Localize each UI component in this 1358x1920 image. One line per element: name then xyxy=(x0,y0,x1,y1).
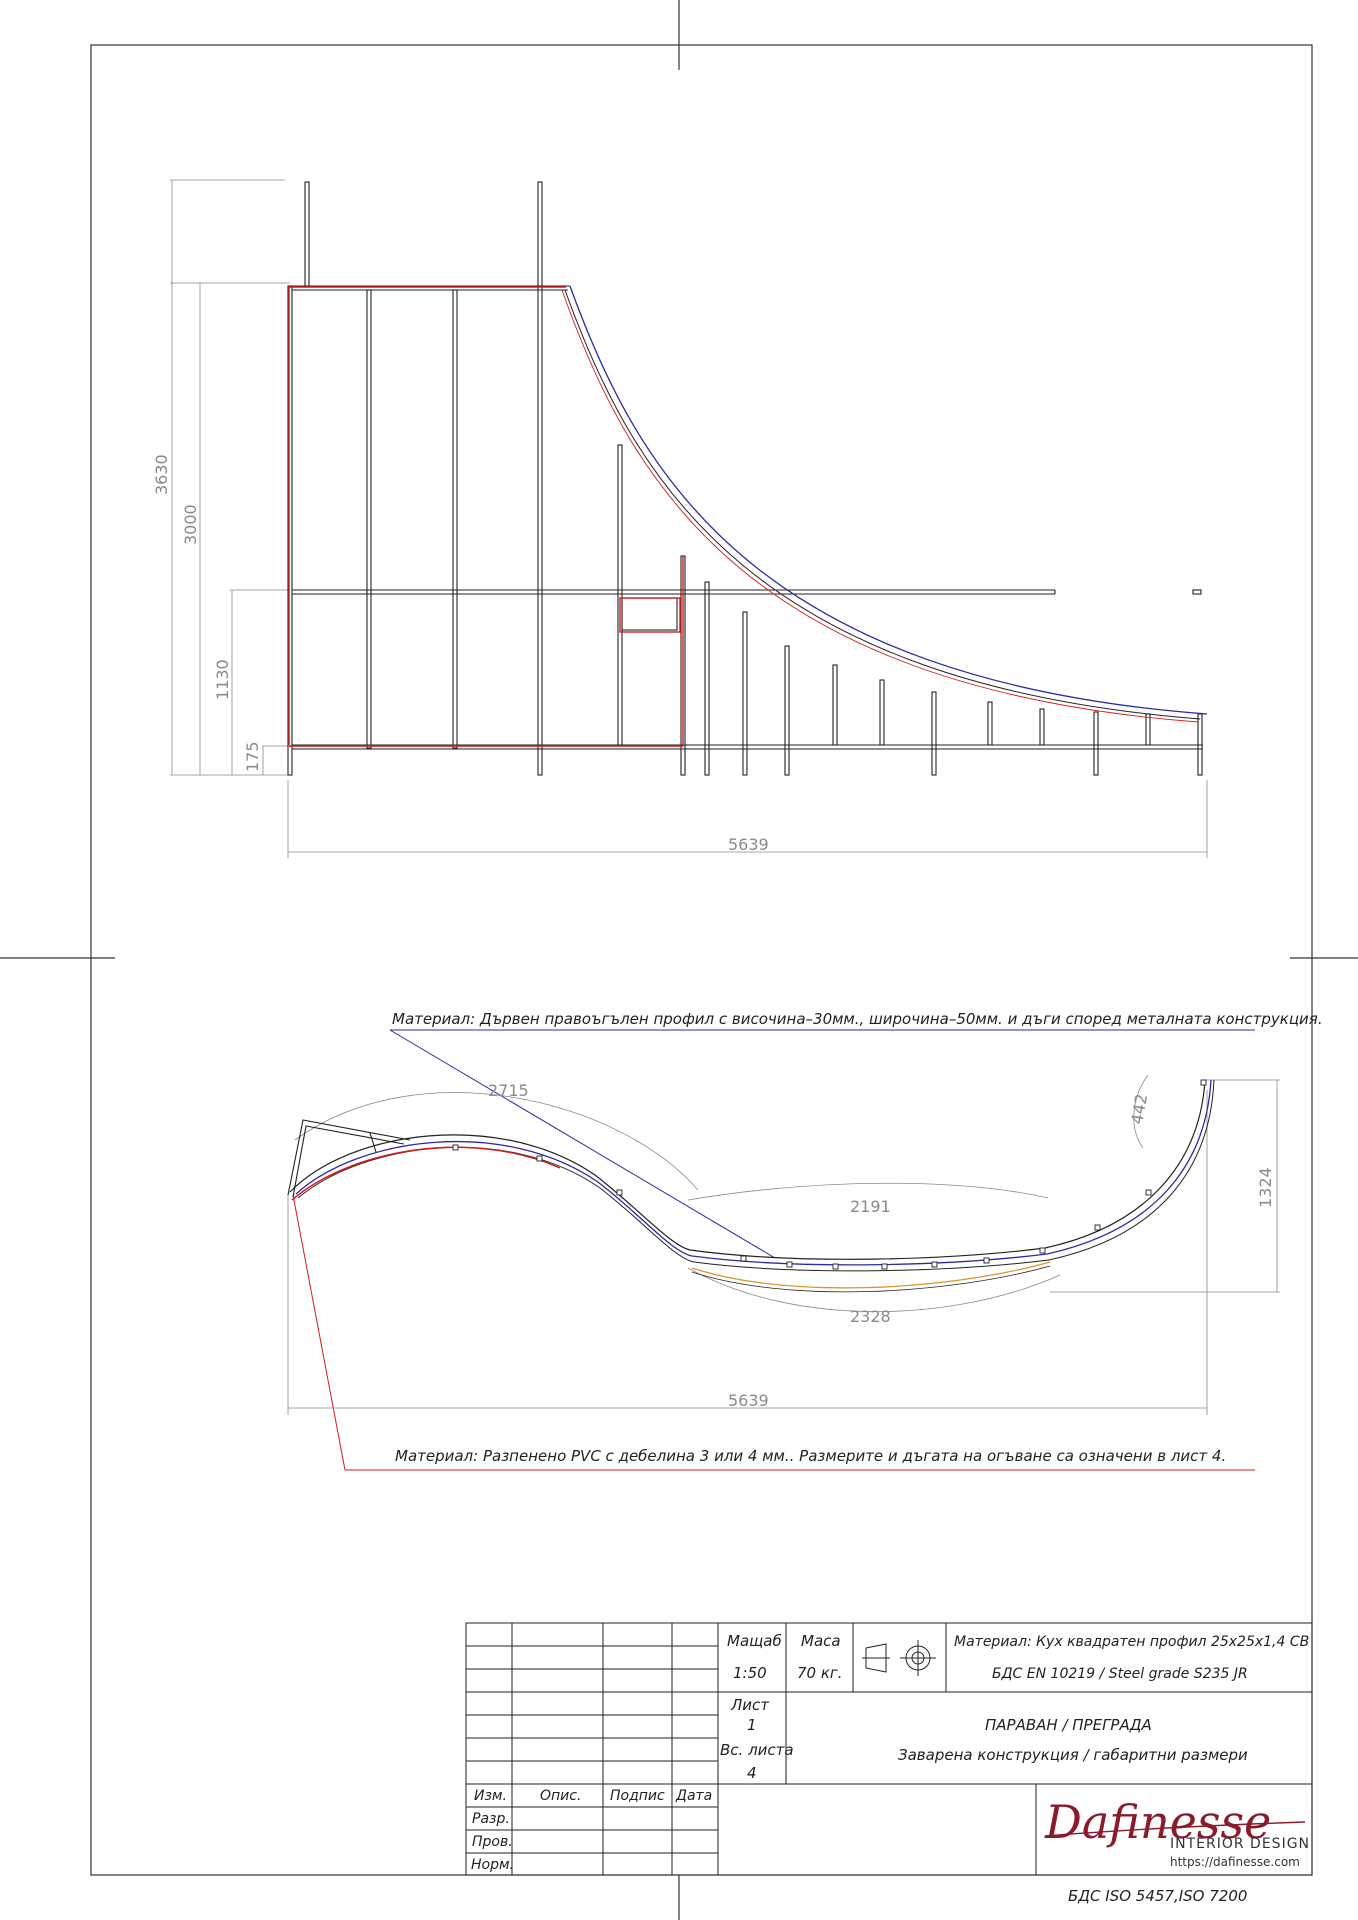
plan-connectors xyxy=(452,1079,1207,1270)
plan-view: 2715 2191 2328 442 1324 5639 xyxy=(287,1029,1280,1471)
plan-curve-inner xyxy=(297,1079,1215,1272)
col-izm: Изм. xyxy=(474,1788,507,1804)
dim-arc-right: 442 xyxy=(1127,1092,1151,1125)
steel-frame xyxy=(287,181,1203,776)
elevation-dimension-lines xyxy=(170,179,1208,858)
blue-leader xyxy=(389,1029,776,1259)
row-prov: Пров. xyxy=(472,1834,513,1850)
dim-mid-height: 1130 xyxy=(213,659,232,700)
plan-curve-outer xyxy=(289,1079,1206,1260)
plan-curve-blue xyxy=(295,1079,1212,1266)
note-pvc-material: Материал: Разпенено PVC с дебелина 3 или… xyxy=(395,1447,1226,1465)
logo-url: https://dafinesse.com xyxy=(1170,1855,1300,1869)
note-wood-material: Материал: Дървен правоъгълен профил с ви… xyxy=(392,1010,1323,1028)
red-leader xyxy=(292,1194,346,1471)
dim-arc-inner-top: 2191 xyxy=(850,1197,891,1216)
row-razr: Разр. xyxy=(472,1811,510,1827)
logo-subtitle: INTERIOR DESIGN xyxy=(1170,1836,1310,1852)
scale-value: 1:50 xyxy=(733,1664,767,1682)
row-norm: Норм. xyxy=(471,1857,514,1873)
dim-frame-height: 3000 xyxy=(181,504,200,545)
drawing-title: ПАРАВАН / ПРЕГРАДА xyxy=(985,1716,1152,1734)
sheets-label: Вс. листа xyxy=(720,1741,794,1759)
ramp-curve-inner xyxy=(564,289,1201,720)
sheet-label: Лист xyxy=(730,1696,770,1714)
dim-base-height: 175 xyxy=(243,741,262,772)
dim-plan-depth: 1324 xyxy=(1256,1167,1275,1208)
sheet-value: 1 xyxy=(747,1716,757,1734)
projection-symbol-icon xyxy=(862,1640,936,1676)
scale-label: Мащаб xyxy=(727,1632,782,1650)
drawing-subtitle: Заварена конструкция / габаритни размери xyxy=(898,1746,1248,1764)
col-opis: Опис. xyxy=(540,1788,581,1804)
logo-wordmark: Dafinesse xyxy=(1044,1795,1271,1849)
col-data: Дата xyxy=(675,1788,712,1804)
standard-reference: БДС ISO 5457,ISO 7200 xyxy=(1068,1887,1247,1905)
col-podpis: Подпис xyxy=(610,1788,665,1804)
red-panel-outline xyxy=(288,286,684,747)
sheets-value: 4 xyxy=(747,1764,757,1782)
plan-curve-orange xyxy=(691,1261,1051,1289)
material-line-2: БДС EN 10219 / Steel grade S235 JR xyxy=(992,1666,1248,1682)
ramp-curve-red xyxy=(561,289,1199,723)
ramp-curve-outer xyxy=(569,285,1208,715)
mass-value: 70 кг. xyxy=(797,1664,843,1682)
dim-arc-left: 2715 xyxy=(488,1081,529,1100)
dim-plan-width: 5639 xyxy=(728,1391,769,1410)
plan-curve-red xyxy=(291,1146,561,1201)
mass-label: Маса xyxy=(801,1632,841,1650)
dim-overall-height: 3630 xyxy=(152,454,171,495)
dim-elevation-width: 5639 xyxy=(728,835,769,854)
plan-left-bracket xyxy=(287,1119,411,1198)
title-block xyxy=(465,1622,1313,1876)
elevation-view: 3630 3000 1130 175 5639 xyxy=(152,179,1208,858)
dafinesse-logo: Dafinesse INTERIOR DESIGN https://dafine… xyxy=(1044,1795,1310,1869)
plan-dimension-lines xyxy=(287,1074,1280,1415)
dim-arc-inner-bottom: 2328 xyxy=(850,1307,891,1326)
material-line-1: Материал: Кух квадратен профил 25x25x1,4… xyxy=(954,1634,1309,1650)
